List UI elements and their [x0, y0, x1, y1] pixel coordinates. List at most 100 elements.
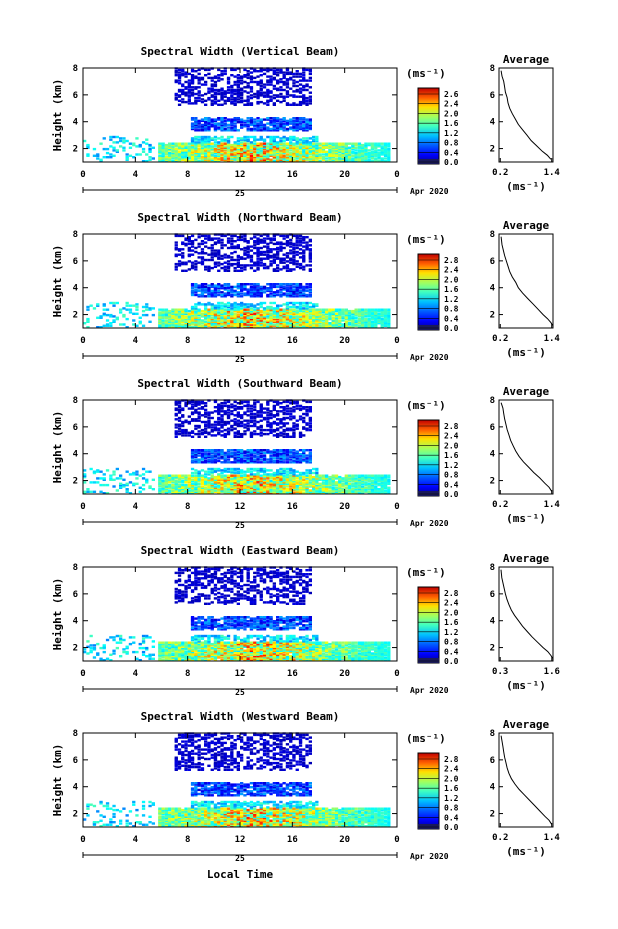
heatmap-cell [249, 461, 254, 464]
heatmap-cell [387, 319, 391, 322]
heatmap-cell [361, 319, 365, 322]
heatmap-cell [233, 475, 237, 479]
heatmap-cell [119, 485, 123, 488]
heatmap-cell [262, 469, 267, 472]
heatmap-cell [168, 326, 172, 329]
heatmap-cell [240, 156, 244, 159]
x-tick-label: 16 [287, 336, 298, 346]
heatmap-cell [233, 149, 237, 152]
heatmap-cell [236, 244, 240, 247]
heatmap-cell [200, 475, 205, 479]
heatmap-cell [315, 303, 319, 306]
heatmap-cell [125, 326, 129, 329]
heatmap-cell [115, 317, 119, 321]
heatmap-cell [243, 450, 247, 453]
heatmap-cell [292, 146, 296, 149]
heatmap-cell [164, 143, 169, 147]
heatmap-cell [312, 157, 316, 160]
heatmap-cell [331, 149, 335, 152]
heatmap-cell [230, 475, 234, 479]
heatmap-cell [256, 295, 260, 298]
heatmap-cell [374, 143, 378, 147]
heatmap-cell [119, 323, 123, 326]
heatmap-cell [204, 158, 208, 161]
heatmap-cell [249, 311, 254, 314]
heatmap-cell [223, 458, 227, 461]
heatmap-cell [109, 315, 113, 318]
heatmap-cell [174, 482, 178, 485]
heatmap-cell [249, 295, 254, 298]
heatmap-cell [240, 82, 244, 85]
heatmap-cell [161, 477, 165, 480]
heatmap-cell [207, 269, 211, 272]
heatmap-cell [190, 102, 195, 105]
heatmap-cell [361, 146, 365, 149]
heatmap-cell [233, 467, 237, 471]
heatmap-cell [171, 150, 175, 153]
heatmap-cell [256, 287, 260, 290]
heatmap-cell [200, 256, 205, 259]
heatmap-cell [302, 86, 306, 89]
heatmap-cell [266, 316, 270, 319]
heatmap-cell [249, 303, 254, 306]
heatmap-cell [171, 479, 175, 483]
heatmap-cell [266, 492, 270, 495]
heatmap-cell [230, 88, 234, 92]
heatmap-cell [315, 319, 319, 322]
heatmap-cell [230, 74, 234, 77]
heatmap-cell [305, 317, 309, 321]
heatmap-cell [243, 90, 247, 93]
heatmap-cell [377, 322, 381, 325]
heatmap-cell [171, 146, 175, 149]
heatmap-cell [236, 315, 240, 318]
heatmap-cell [200, 127, 205, 131]
heatmap-cell [236, 479, 240, 483]
heatmap-cell [217, 489, 221, 492]
heatmap-cell [145, 153, 149, 156]
heatmap-cell [282, 292, 286, 295]
heatmap-cell [190, 234, 195, 238]
heatmap-cell [174, 150, 178, 153]
heatmap-cell [338, 160, 342, 163]
chart-title: Spectral Width (Northward Beam) [137, 211, 342, 224]
heatmap-cell [177, 424, 182, 428]
heatmap-cell [292, 326, 296, 329]
heatmap-cell [200, 158, 205, 161]
heatmap-cell [246, 76, 250, 80]
heatmap-cell [197, 90, 201, 93]
heatmap-cell [364, 324, 368, 327]
heatmap-cell [240, 248, 244, 251]
heatmap-cell [204, 459, 208, 463]
heatmap-cell [269, 287, 273, 290]
heatmap-cell [102, 156, 106, 159]
heatmap-cell [246, 313, 250, 317]
heatmap-cell [256, 481, 260, 484]
heatmap-cell [194, 459, 198, 463]
heatmap-cell [220, 295, 224, 298]
heatmap-cell [177, 316, 182, 319]
heatmap-cell [197, 293, 201, 297]
heatmap-cell [312, 153, 316, 156]
heatmap-cell [253, 312, 257, 315]
heatmap-cell [266, 135, 270, 139]
heatmap-cell [181, 74, 185, 77]
heatmap-cell [380, 150, 384, 153]
heatmap-cell [220, 285, 224, 289]
heatmap-cell [184, 262, 188, 266]
heatmap-cell [194, 319, 198, 322]
heatmap-cell [305, 137, 309, 140]
heatmap-cell [200, 486, 205, 489]
heatmap-cell [233, 461, 237, 464]
heatmap-cell [230, 410, 234, 413]
heatmap-cell [383, 309, 388, 313]
heatmap-cell [269, 79, 273, 82]
heatmap-cell [269, 284, 273, 287]
heatmap-cell [298, 83, 303, 86]
heatmap-cell [240, 79, 244, 82]
heatmap-cell [207, 483, 211, 487]
heatmap-cell [321, 157, 326, 160]
heatmap-cell [194, 86, 198, 89]
heatmap-cell [259, 153, 263, 156]
heatmap-cell [246, 250, 250, 254]
heatmap-cell [334, 317, 339, 321]
